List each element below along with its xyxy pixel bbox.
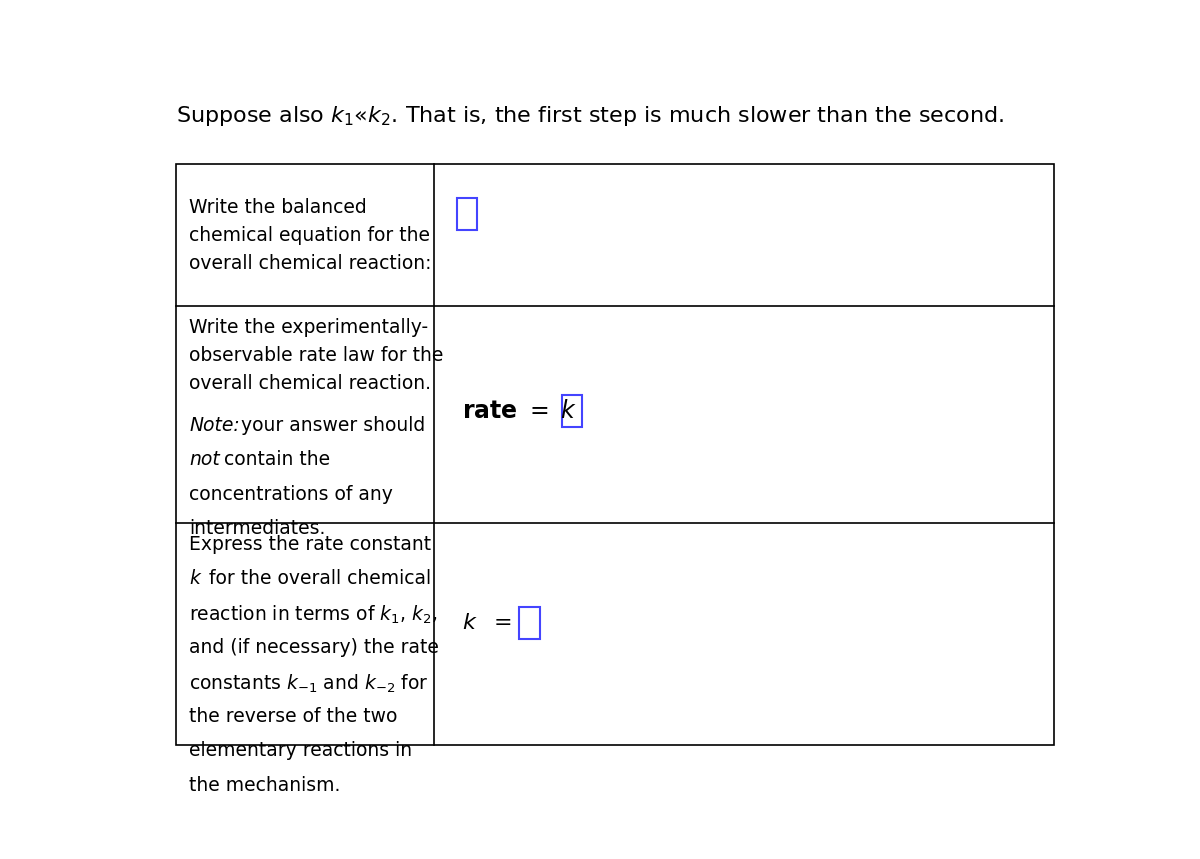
Text: reaction in terms of $k_1$, $k_2$,: reaction in terms of $k_1$, $k_2$,: [190, 604, 437, 626]
Text: $k$: $k$: [190, 570, 203, 588]
Text: and (if necessary) the rate: and (if necessary) the rate: [190, 638, 439, 657]
Text: $k$  $=$: $k$ $=$: [462, 612, 511, 633]
Text: Write the balanced
chemical equation for the
overall chemical reaction:: Write the balanced chemical equation for…: [190, 198, 432, 272]
Text: Write the experimentally-
observable rate law for the
overall chemical reaction.: Write the experimentally- observable rat…: [190, 318, 444, 393]
Text: Express the rate constant: Express the rate constant: [190, 535, 431, 554]
Text: elementary reactions in: elementary reactions in: [190, 741, 412, 760]
Bar: [176, 164, 1054, 745]
Text: the mechanism.: the mechanism.: [190, 776, 341, 795]
Text: not: not: [190, 450, 220, 469]
Text: $\mathbf{rate}$ $=$ $k$: $\mathbf{rate}$ $=$ $k$: [462, 399, 577, 423]
Text: contain the: contain the: [218, 450, 330, 469]
Text: the reverse of the two: the reverse of the two: [190, 707, 397, 726]
Text: Note:: Note:: [190, 416, 240, 435]
Text: intermediates.: intermediates.: [190, 519, 325, 538]
Text: concentrations of any: concentrations of any: [190, 484, 392, 503]
Text: your answer should: your answer should: [235, 416, 425, 435]
Text: Suppose also $k_1$«$k_2$. That is, the first step is much slower than the second: Suppose also $k_1$«$k_2$. That is, the f…: [176, 104, 1004, 128]
Text: constants $k_{-1}$ and $k_{-2}$ for: constants $k_{-1}$ and $k_{-2}$ for: [190, 673, 428, 695]
Text: for the overall chemical: for the overall chemical: [203, 570, 431, 588]
